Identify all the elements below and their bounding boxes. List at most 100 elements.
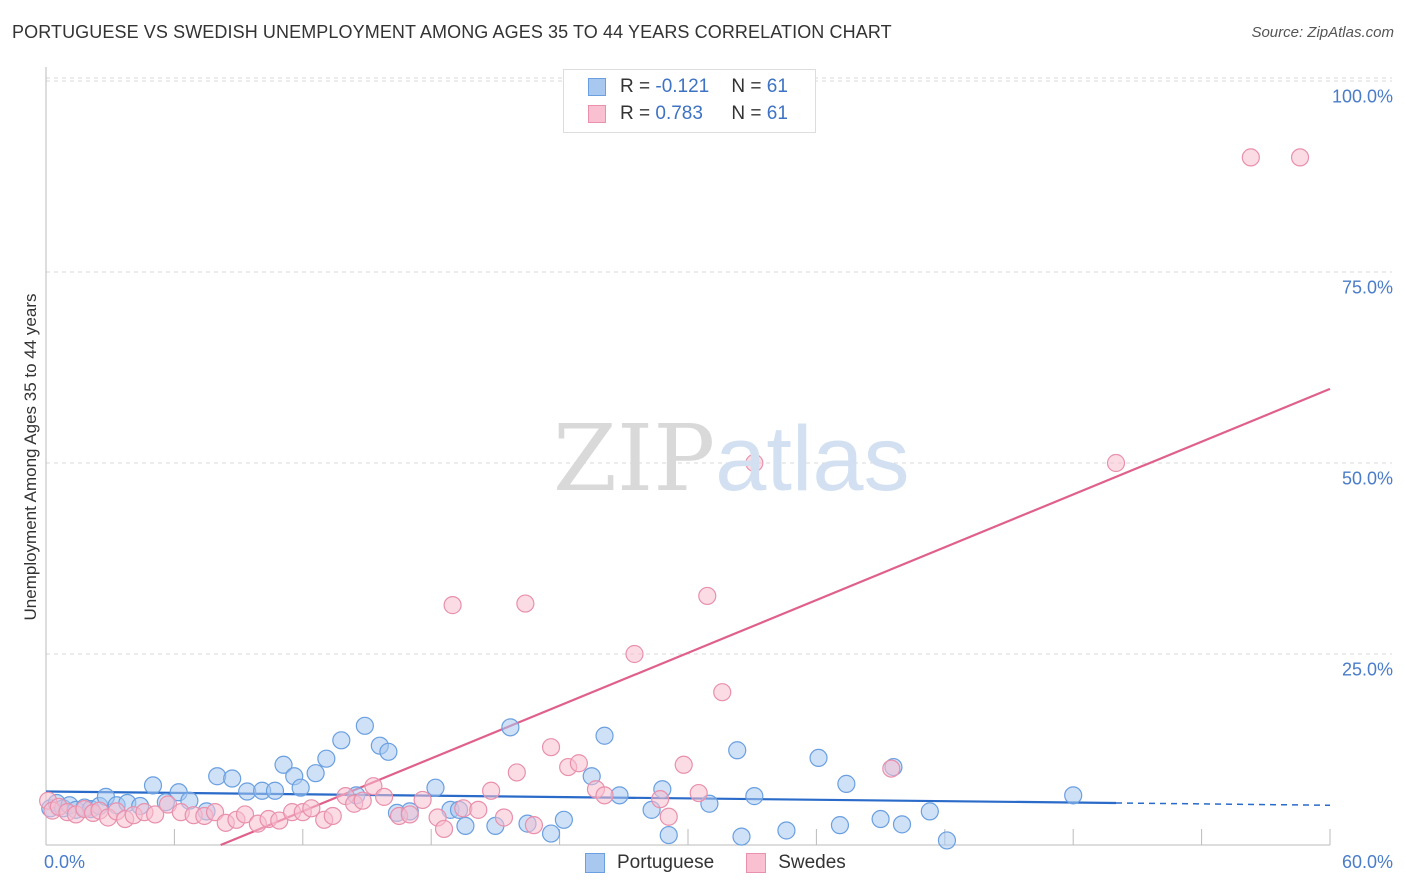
swedes-point — [434, 819, 454, 839]
swedes-point — [1106, 453, 1126, 473]
legend-r-value-swedes: 0.783 — [655, 103, 703, 124]
portuguese-point — [732, 827, 751, 846]
swedes-point — [882, 759, 901, 778]
swedes-point — [651, 790, 670, 809]
portuguese-point — [332, 731, 351, 750]
swedes-point — [507, 763, 526, 782]
grid-lines — [46, 77, 1392, 655]
legend-row-portuguese: R = -0.121 N = 61 — [588, 75, 788, 99]
swedes-point — [469, 800, 488, 819]
y-axis-label: Unemployment Among Ages 35 to 44 years — [21, 293, 40, 621]
swedes-point — [541, 738, 561, 757]
portuguese-point — [501, 718, 520, 737]
portuguese-point — [274, 755, 293, 774]
portuguese-point — [837, 774, 856, 793]
swedes-point — [270, 811, 289, 830]
legend-n-label: N = — [731, 103, 767, 124]
portuguese-point — [143, 776, 163, 795]
portuguese-point — [265, 781, 285, 800]
y-tick-label-25: 25.0% — [1341, 659, 1393, 680]
swedes-point — [482, 781, 501, 800]
portuguese-point — [595, 726, 614, 745]
portuguese-point — [937, 831, 957, 850]
portuguese-point — [659, 825, 678, 845]
portuguese-point — [892, 815, 912, 834]
chart-title: PORTUGUESE VS SWEDISH UNEMPLOYMENT AMONG… — [12, 22, 892, 42]
watermark-atlas: atlas — [715, 408, 910, 510]
series-swatch-portuguese — [585, 853, 605, 873]
portuguese-point — [426, 778, 445, 797]
x-tick-label-min: 0.0% — [44, 852, 86, 872]
swedes-point — [524, 816, 544, 835]
swedes-point — [205, 803, 225, 822]
portuguese-point — [745, 787, 764, 806]
portuguese-point — [379, 742, 398, 761]
legend-swatch-portuguese — [588, 78, 606, 96]
swedes-point — [323, 806, 342, 826]
portuguese-point — [777, 821, 796, 840]
data-points — [39, 148, 1310, 850]
series-label-swedes: Swedes — [778, 852, 846, 873]
swedes-point — [659, 807, 678, 826]
legend-row-swedes: R = 0.783 N = 61 — [588, 102, 788, 126]
legend-r-label: R = — [620, 103, 656, 124]
swedes-point — [494, 808, 514, 827]
portuguese-trend-line — [45, 790, 1117, 805]
legend-swatch-swedes — [588, 105, 606, 123]
portuguese-point — [223, 769, 242, 788]
series-legend: Portuguese Swedes — [585, 852, 878, 874]
portuguese-trend-extension — [1115, 802, 1331, 807]
portuguese-point — [809, 748, 828, 768]
swedes-point — [745, 453, 764, 473]
swedes-trend-line — [220, 387, 1331, 847]
portuguese-point — [728, 741, 747, 760]
portuguese-point — [920, 802, 939, 821]
portuguese-point — [208, 767, 227, 786]
y-tick-label-100: 100.0% — [1331, 86, 1393, 107]
swedes-point — [443, 596, 462, 615]
legend-n-value-portuguese: 61 — [766, 76, 788, 97]
series-legend-portuguese: Portuguese — [585, 852, 714, 874]
portuguese-point — [456, 816, 475, 836]
portuguese-point — [1064, 786, 1083, 805]
swedes-point — [674, 755, 693, 774]
swedes-point — [146, 805, 165, 824]
portuguese-point — [355, 716, 374, 735]
swedes-point — [713, 683, 732, 702]
series-legend-swedes: Swedes — [746, 852, 846, 874]
swedes-point — [625, 644, 644, 664]
swedes-point — [302, 799, 321, 818]
swedes-point — [375, 787, 394, 806]
swedes-point — [353, 791, 372, 810]
portuguese-point — [541, 824, 561, 843]
trend-lines — [45, 387, 1331, 847]
swedes-point — [1290, 148, 1310, 167]
legend-n-value-swedes: 61 — [766, 103, 788, 124]
portuguese-point — [291, 778, 310, 797]
correlation-legend: R = -0.121 N = 61 R = 0.783 N = 61 — [563, 69, 816, 133]
portuguese-point — [830, 816, 850, 835]
x-tick-label-max: 60.0% — [1341, 852, 1393, 872]
swedes-point — [1241, 148, 1260, 167]
swedes-point — [689, 783, 708, 803]
portuguese-point — [306, 764, 325, 783]
swedes-point — [364, 777, 383, 796]
swedes-point — [400, 805, 419, 824]
portuguese-point — [554, 810, 573, 829]
swedes-point — [516, 594, 535, 613]
watermark-zip: ZIP — [553, 405, 716, 512]
swedes-point — [454, 799, 473, 818]
swedes-point — [698, 586, 717, 606]
y-tick-label-75: 75.0% — [1341, 277, 1393, 298]
swedes-point — [235, 805, 255, 824]
series-label-portuguese: Portuguese — [617, 852, 715, 873]
legend-r-label: R = — [620, 76, 656, 97]
y-tick-label-50: 50.0% — [1341, 468, 1393, 489]
swedes-point — [595, 786, 614, 805]
portuguese-point — [317, 749, 336, 768]
portuguese-point — [700, 794, 719, 813]
watermark: ZIPatlas — [553, 405, 910, 512]
series-swatch-swedes — [746, 853, 767, 873]
source-credit: Source: ZipAtlas.com — [1251, 24, 1394, 41]
